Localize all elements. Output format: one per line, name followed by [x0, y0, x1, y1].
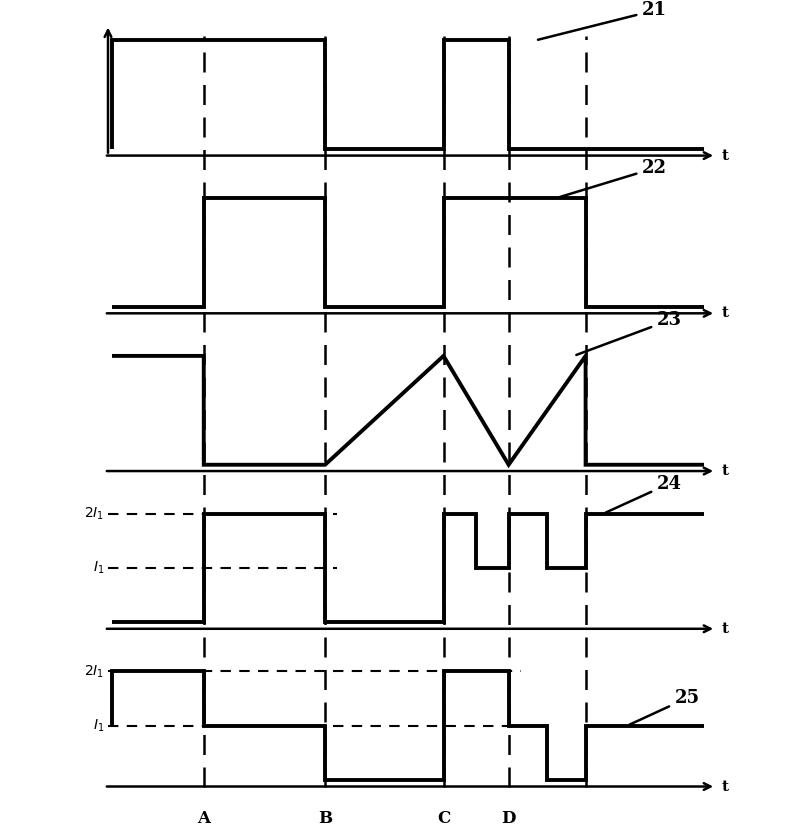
Text: D: D [502, 810, 516, 826]
Text: C: C [437, 810, 450, 826]
Text: t: t [722, 779, 729, 794]
Text: $I_1$: $I_1$ [93, 717, 104, 734]
Text: 21: 21 [538, 2, 667, 39]
Text: t: t [722, 622, 729, 636]
Text: 22: 22 [558, 159, 667, 197]
Text: A: A [198, 810, 210, 826]
Text: t: t [722, 464, 729, 478]
Text: t: t [722, 306, 729, 320]
Text: $2I_1$: $2I_1$ [84, 505, 104, 522]
Text: $2I_1$: $2I_1$ [84, 663, 104, 680]
Text: 25: 25 [630, 689, 699, 725]
Text: t: t [722, 149, 729, 163]
Text: $I_1$: $I_1$ [93, 560, 104, 576]
Text: B: B [318, 810, 332, 826]
Text: 24: 24 [606, 475, 682, 513]
Text: 23: 23 [576, 311, 682, 355]
